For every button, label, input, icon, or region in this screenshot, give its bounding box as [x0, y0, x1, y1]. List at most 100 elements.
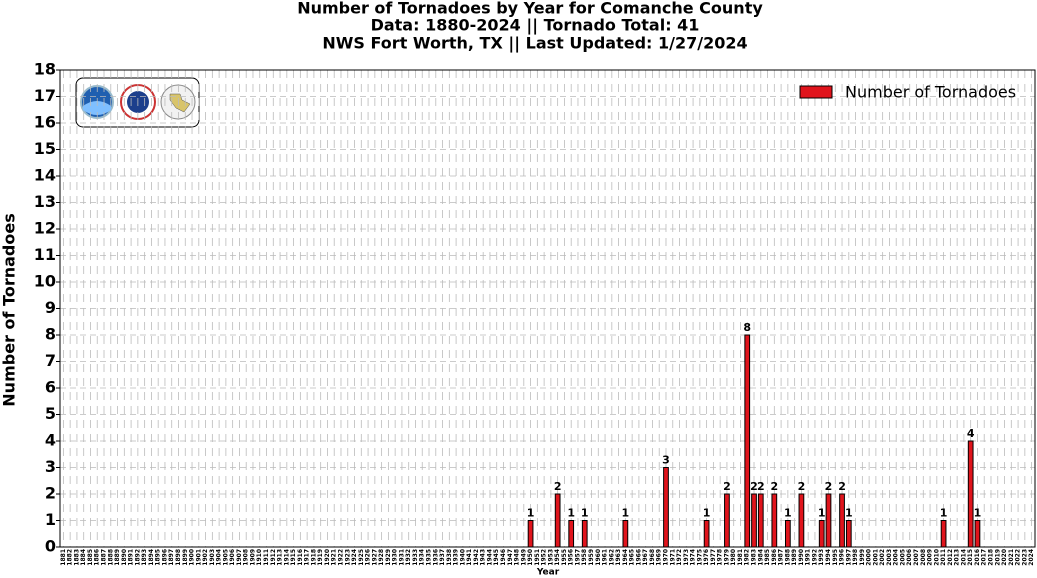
- x-tick-label: 1923: [344, 549, 351, 566]
- y-tick-label: 10: [34, 272, 56, 291]
- x-tick-label: 1897: [168, 549, 175, 566]
- x-tick-label: 1935: [426, 549, 433, 566]
- x-tick-label: 1951: [534, 549, 541, 566]
- bar: [751, 493, 757, 548]
- data-label: 1: [818, 507, 826, 520]
- x-tick-label: 1971: [669, 549, 676, 566]
- x-tick-label: 1903: [209, 549, 216, 566]
- data-label: 2: [770, 480, 778, 493]
- x-tick-label: 1980: [730, 549, 737, 566]
- data-label: 1: [974, 507, 982, 520]
- x-tick-label: 1915: [290, 549, 297, 566]
- bar: [757, 493, 764, 548]
- x-tick-label: 2013: [954, 549, 961, 566]
- x-tick-label: 1996: [839, 549, 846, 566]
- x-tick-label: 1965: [629, 549, 636, 566]
- x-tick-label: 1958: [581, 549, 588, 566]
- data-label: 1: [622, 507, 630, 520]
- x-tick-label: 1998: [852, 549, 859, 566]
- bar: [581, 520, 588, 548]
- x-tick-label: 1949: [520, 549, 527, 566]
- x-tick-label: 2015: [967, 549, 974, 566]
- x-tick-label: 2020: [1001, 549, 1008, 566]
- x-tick-label: 1986: [771, 549, 778, 566]
- x-tick-label: 1914: [283, 549, 290, 566]
- x-tick-label: 1892: [134, 549, 141, 566]
- x-tick-label: 1988: [784, 549, 791, 566]
- x-tick-label: 2001: [872, 549, 879, 566]
- x-tick-label: 2022: [1015, 549, 1022, 566]
- x-tick-label: 2008: [920, 549, 927, 566]
- y-tick-label: 15: [34, 139, 56, 158]
- data-label: 1: [703, 507, 711, 520]
- x-tick-label: 1936: [432, 549, 439, 566]
- x-tick-label: 1902: [202, 549, 209, 566]
- x-tick-label: 1896: [161, 549, 168, 566]
- x-tick-label: 1926: [365, 549, 372, 566]
- data-label: 8: [743, 321, 751, 334]
- bar: [703, 520, 710, 548]
- x-tick-label: 1966: [635, 549, 642, 566]
- x-tick-label: 1945: [493, 549, 500, 566]
- y-tick-label: 5: [45, 404, 56, 423]
- data-label: 2: [750, 480, 758, 493]
- x-tick-label: 1898: [175, 549, 182, 566]
- x-tick-label: 1916: [297, 549, 304, 566]
- x-tick-label: 1889: [114, 549, 121, 566]
- x-tick-label: 2017: [981, 549, 988, 566]
- data-label: 4: [967, 427, 975, 440]
- legend-label: Number of Tornadoes: [845, 83, 1016, 102]
- bar: [527, 520, 534, 548]
- data-label: 2: [757, 480, 765, 493]
- x-tick-label: 1997: [845, 549, 852, 566]
- grid: [60, 69, 1035, 548]
- x-tick-label: 1899: [182, 549, 189, 566]
- x-tick-label: 1943: [480, 549, 487, 566]
- bar: [744, 334, 751, 548]
- x-tick-label: 1954: [554, 549, 561, 566]
- legend-swatch: [799, 85, 833, 99]
- bar: [798, 493, 805, 548]
- x-tick-label: 1981: [737, 549, 744, 566]
- x-tick-label: 2009: [927, 549, 934, 566]
- chart-subtitle: Data: 1880-2024 || Tornado Total: 41: [371, 16, 700, 36]
- x-tick-label: 1942: [473, 549, 480, 566]
- x-tick-label: 1883: [73, 549, 80, 566]
- x-tick-label: 2006: [906, 549, 913, 566]
- data-label: 2: [723, 480, 731, 493]
- x-tick-label: 1887: [101, 549, 108, 566]
- x-tick-label: 1984: [757, 549, 764, 566]
- x-tick-label: 1957: [574, 549, 581, 566]
- x-tick-label: 1976: [703, 549, 710, 566]
- y-tick-label: 8: [45, 325, 56, 344]
- x-tick-label: 1932: [405, 549, 412, 566]
- x-tick-label: 2003: [886, 549, 893, 566]
- x-tick-label: 1952: [541, 549, 548, 566]
- x-tick-label: 2012: [947, 549, 954, 566]
- bar: [825, 493, 832, 548]
- x-tick-label: 1956: [568, 549, 575, 566]
- data-label: 2: [825, 480, 833, 493]
- bar: [940, 520, 947, 548]
- x-tick-label: 1961: [602, 549, 609, 566]
- x-tick-label: 1940: [459, 549, 466, 566]
- chart-subtitle: NWS Fort Worth, TX || Last Updated: 1/27…: [322, 34, 747, 54]
- x-tick-label: 1937: [439, 549, 446, 566]
- y-tick-label: 2: [45, 484, 56, 503]
- x-tick-label: 1922: [337, 549, 344, 566]
- x-tick-label: 1938: [446, 549, 453, 566]
- data-label: 2: [798, 480, 806, 493]
- y-tick-label: 9: [45, 298, 56, 317]
- x-tick-label: 1979: [723, 549, 730, 566]
- y-tick-label: 18: [34, 60, 56, 79]
- bar: [845, 520, 852, 548]
- data-label: 1: [527, 507, 535, 520]
- x-tick-label: 1972: [676, 549, 683, 566]
- x-tick-label: 1884: [80, 549, 87, 566]
- x-tick-label: 2021: [1008, 549, 1015, 566]
- x-tick-label: 1947: [507, 549, 514, 566]
- x-tick-label: 2004: [893, 549, 900, 566]
- chart-title: Number of Tornadoes by Year for Comanche…: [297, 0, 763, 18]
- y-tick-label: 0: [45, 537, 56, 556]
- x-tick-label: 1882: [67, 549, 74, 566]
